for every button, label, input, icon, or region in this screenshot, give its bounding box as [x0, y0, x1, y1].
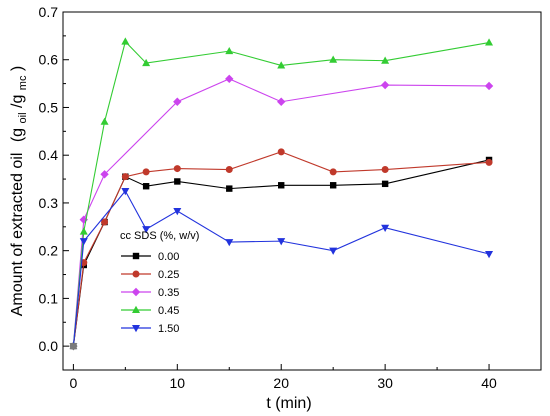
- data-point-0.45-20: [277, 61, 286, 69]
- legend-item-0.00: 0.00: [121, 251, 179, 263]
- data-point-0.25-15: [225, 166, 233, 174]
- x-axis-title: t (min): [266, 395, 311, 412]
- legend-marker-0.25: [132, 270, 140, 278]
- y-axis-title-unit: (g: [9, 128, 26, 142]
- y-tick-label-0.3: 0.3: [39, 195, 59, 211]
- data-point-0.25-20: [277, 148, 285, 156]
- data-point-1.50-7: [142, 226, 151, 234]
- data-point-0.35-30: [380, 80, 390, 90]
- data-point-0.45-25: [329, 55, 338, 63]
- legend-marker-0.00: [132, 252, 140, 260]
- series-line-1.50: [72, 190, 490, 347]
- x-tick-label-30: 30: [377, 375, 393, 391]
- data-point-0.35-20: [277, 97, 286, 106]
- series-line-0.45: [72, 40, 490, 347]
- series-line-0.35: [72, 78, 490, 347]
- data-point-0.45-7: [142, 58, 151, 67]
- y-axis-title-main: Amount of extracted oil: [9, 153, 26, 317]
- data-point-0.00-7: [142, 183, 150, 190]
- data-point-0.45-15: [225, 46, 234, 55]
- data-point-1.50-25: [329, 247, 338, 255]
- legend-item-1.50: 1.50: [121, 323, 179, 335]
- data-point-1.50-0: [69, 343, 78, 351]
- data-point-0.00-25: [329, 182, 337, 189]
- series-0.45: [69, 37, 494, 350]
- data-point-1.50-20: [277, 238, 286, 246]
- data-point-0.25-25: [329, 168, 337, 176]
- y-tick-label-0.6: 0.6: [39, 52, 59, 68]
- data-point-0.00-30: [381, 180, 389, 188]
- y-tick-label-0.1: 0.1: [39, 290, 59, 306]
- y-axis-title-sub-mc: mc: [17, 75, 29, 90]
- data-point-0.25-7: [142, 168, 150, 176]
- data-point-1.50-40: [485, 251, 494, 259]
- data-point-0.25-5: [121, 173, 129, 181]
- plot-frame: [62, 11, 542, 371]
- series-0.25: [69, 148, 493, 350]
- data-point-0.45-3: [100, 117, 109, 125]
- y-axis-title-end: ): [9, 66, 26, 71]
- series-1.50: [69, 188, 494, 351]
- data-point-0.00-20: [278, 182, 285, 189]
- data-point-0.25-10: [173, 165, 181, 173]
- y-axis-title: Amount of extracted oil (g oil /g mc ): [9, 66, 30, 317]
- y-tick-label-0: 0.0: [39, 338, 59, 354]
- y-tick-label-0.2: 0.2: [39, 243, 59, 259]
- x-tick-label-40: 40: [481, 375, 497, 391]
- data-point-0.00-10: [174, 178, 181, 185]
- legend-item-0.35: 0.35: [121, 287, 179, 299]
- data-point-1.50-15: [225, 239, 234, 247]
- legend: cc SDS (%, w/v) 0.00 0.25 0.35 0.45 1.50: [120, 230, 199, 335]
- data-point-0.45-40: [485, 38, 494, 46]
- data-point-0.25-3: [101, 218, 109, 226]
- legend-title: cc SDS (%, w/v): [120, 230, 199, 242]
- data-point-1.50-5: [121, 188, 130, 196]
- y-axis-title-sub-oil: oil: [17, 112, 29, 123]
- data-point-0.35-10: [173, 97, 182, 106]
- data-point-1.50-30: [381, 224, 390, 232]
- data-point-0.25-40: [485, 158, 493, 166]
- data-point-1.50-1: [79, 238, 88, 246]
- data-point-0.35-3: [100, 170, 109, 179]
- data-point-0.35-40: [484, 81, 494, 91]
- y-tick-label-0.7: 0.7: [39, 4, 59, 20]
- data-point-1.50-10: [173, 208, 182, 216]
- legend-label-0.25: 0.25: [158, 269, 179, 281]
- data-point-0.00-15: [226, 185, 233, 192]
- series-layer: [69, 37, 494, 351]
- data-point-0.35-15: [225, 74, 234, 84]
- legend-label-0.45: 0.45: [158, 305, 179, 317]
- data-point-0.45-1: [79, 227, 88, 235]
- data-point-0.45-5: [121, 37, 130, 45]
- axis-ticks: 0 10 20 30 40 0.0 0.1 0.2 0.3 0.4 0.5 0.6 0.7: [39, 4, 498, 391]
- legend-label-1.50: 1.50: [158, 323, 179, 335]
- legend-item-0.45: 0.45: [121, 305, 179, 317]
- legend-label-0.35: 0.35: [158, 287, 179, 299]
- y-tick-label-0.4: 0.4: [39, 147, 59, 163]
- data-point-0.25-30: [381, 166, 389, 174]
- y-axis-title-mid: /g: [9, 95, 26, 108]
- x-tick-label-0: 0: [69, 375, 77, 391]
- x-tick-label-10: 10: [170, 375, 186, 391]
- y-tick-label-0.5: 0.5: [39, 99, 59, 115]
- x-tick-label-20: 20: [273, 375, 289, 391]
- legend-marker-0.35: [131, 287, 141, 297]
- legend-marker-1.50: [132, 325, 140, 333]
- legend-label-0.00: 0.00: [158, 251, 179, 263]
- legend-marker-0.45: [132, 305, 140, 313]
- data-point-0.45-30: [381, 56, 390, 64]
- series-0.35: [69, 74, 494, 351]
- legend-item-0.25: 0.25: [121, 269, 179, 281]
